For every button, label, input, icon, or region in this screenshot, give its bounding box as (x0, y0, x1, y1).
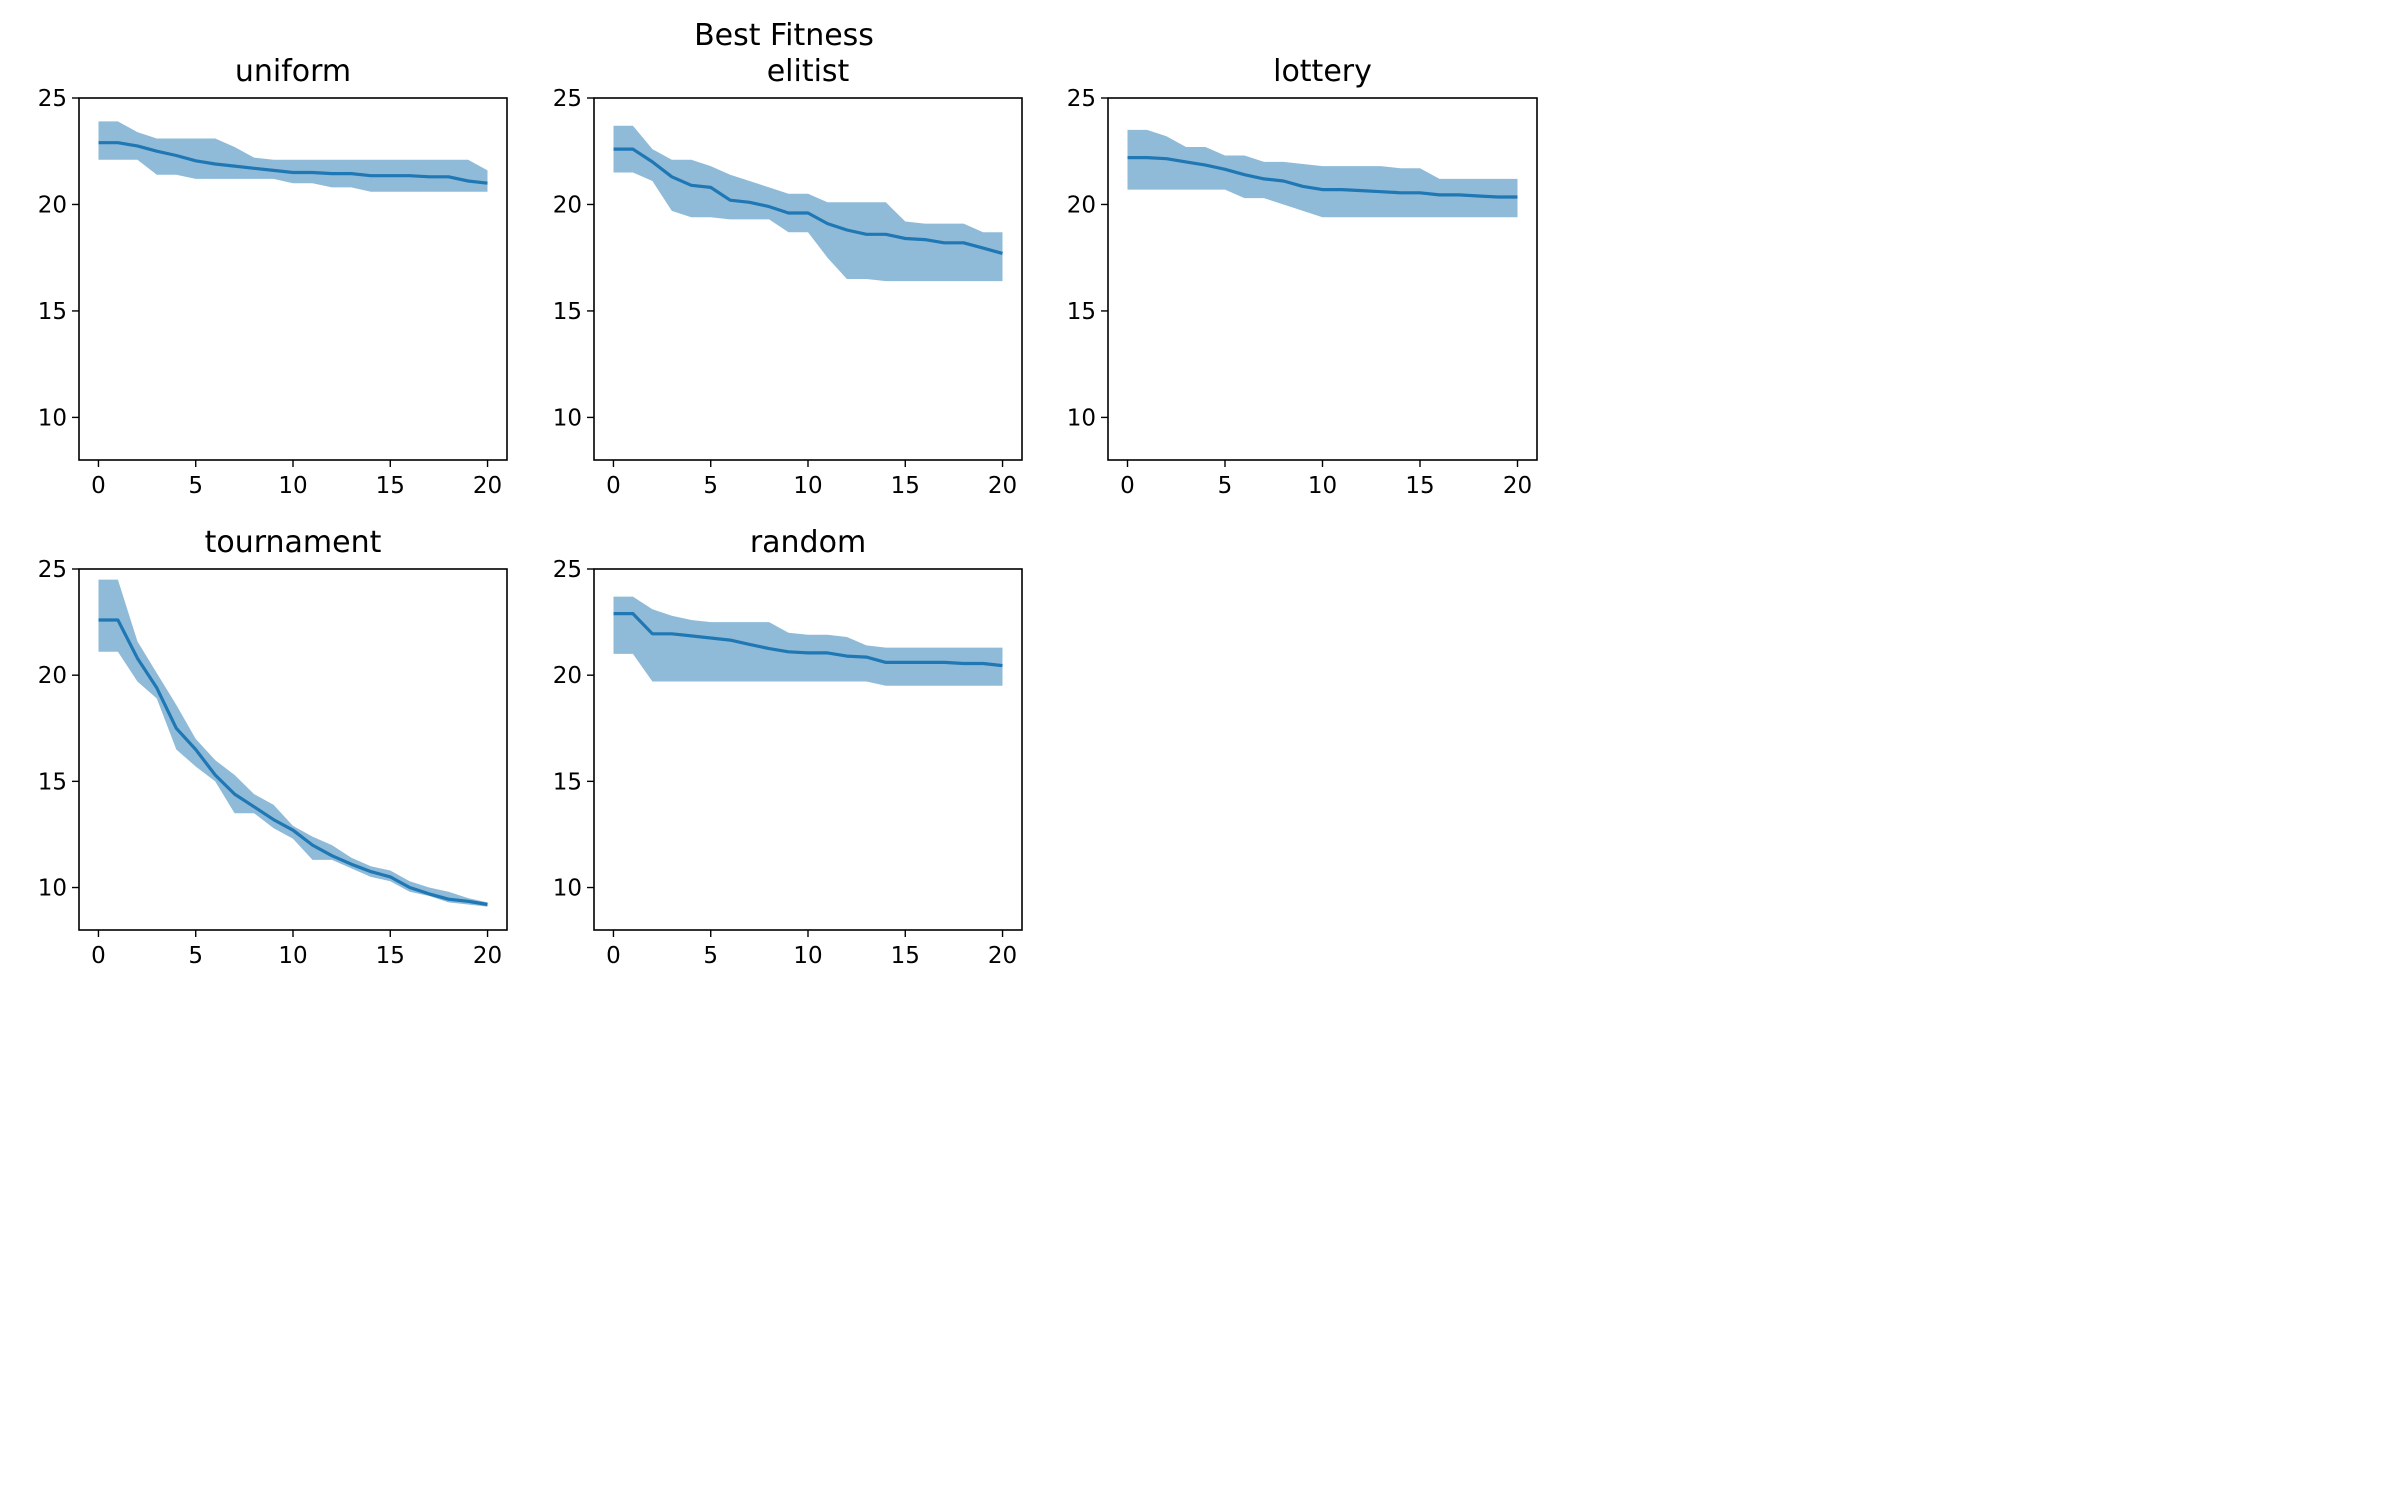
subplot-lottery: lottery 0 5 10 15 20 10 15 20 25 (1067, 54, 1538, 499)
mean-line (98, 618, 488, 907)
x-tick-label: 20 (988, 473, 1017, 499)
y-tick-label: 25 (38, 86, 67, 112)
x-tick-label: 0 (91, 473, 106, 499)
subplot-grid: uniform 0 5 10 15 20 10 15 20 25 elitist 0 5 10 15 20 10… (38, 54, 1538, 969)
x-tick-label: 5 (703, 943, 718, 969)
y-tick-label: 15 (38, 299, 67, 325)
x-tick-label: 0 (91, 943, 106, 969)
x-tick-label: 10 (793, 943, 822, 969)
confidence-band (98, 121, 488, 192)
x-tick-label: 0 (606, 473, 621, 499)
y-tick-label: 20 (553, 192, 582, 218)
subplot-elitist: elitist 0 5 10 15 20 10 15 20 25 (553, 54, 1023, 499)
y-tick-label: 15 (553, 299, 582, 325)
y-tick-label: 20 (38, 192, 67, 218)
x-tick-label: 15 (376, 943, 405, 969)
subplot-title: random (750, 525, 866, 560)
y-tick-label: 25 (553, 86, 582, 112)
x-tick-label: 20 (473, 473, 502, 499)
y-tick-label: 15 (553, 769, 582, 795)
y-tick-label: 15 (1067, 299, 1096, 325)
y-tick-label: 25 (1067, 86, 1096, 112)
figure-title: Best Fitness (694, 18, 874, 53)
confidence-band (613, 125, 1003, 282)
mean-line (1127, 156, 1518, 199)
y-tick-label: 20 (553, 663, 582, 689)
y-tick-label: 15 (38, 769, 67, 795)
x-tick-label: 15 (891, 473, 920, 499)
confidence-band (1127, 129, 1518, 218)
subplot-uniform: uniform 0 5 10 15 20 10 15 20 25 (38, 54, 508, 499)
y-tick-label: 10 (38, 405, 67, 431)
x-tick-label: 20 (473, 943, 502, 969)
confidence-band (613, 596, 1003, 686)
subplot-tournament: tournament 0 5 10 15 20 10 15 20 25 (38, 525, 508, 969)
x-tick-label: 20 (988, 943, 1017, 969)
x-tick-label: 5 (703, 473, 718, 499)
y-tick-label: 10 (1067, 405, 1096, 431)
x-tick-label: 10 (278, 943, 307, 969)
subplot-title: elitist (767, 54, 850, 89)
mean-line (613, 611, 1003, 668)
x-tick-label: 20 (1503, 473, 1532, 499)
y-tick-label: 10 (553, 405, 582, 431)
subplot-random: random 0 5 10 15 20 10 15 20 25 (553, 525, 1023, 969)
x-tick-label: 5 (1218, 473, 1233, 499)
y-tick-label: 10 (38, 876, 67, 902)
y-tick-label: 20 (1067, 192, 1096, 218)
mean-line (98, 141, 488, 185)
confidence-band (98, 579, 488, 907)
y-tick-label: 20 (38, 663, 67, 689)
x-tick-label: 15 (891, 943, 920, 969)
subplot-title: lottery (1273, 54, 1372, 89)
y-tick-label: 25 (553, 557, 582, 583)
mean-line (613, 147, 1003, 255)
subplot-title: uniform (235, 54, 351, 89)
x-tick-label: 10 (793, 473, 822, 499)
x-tick-label: 5 (188, 943, 203, 969)
x-tick-label: 15 (1405, 473, 1434, 499)
y-tick-label: 25 (38, 557, 67, 583)
x-tick-label: 15 (376, 473, 405, 499)
subplot-title: tournament (205, 525, 382, 560)
x-tick-label: 0 (1120, 473, 1135, 499)
axes-frame (78, 568, 508, 931)
x-tick-label: 5 (188, 473, 203, 499)
x-tick-label: 0 (606, 943, 621, 969)
x-tick-label: 10 (278, 473, 307, 499)
y-tick-label: 10 (553, 876, 582, 902)
x-tick-label: 10 (1308, 473, 1337, 499)
